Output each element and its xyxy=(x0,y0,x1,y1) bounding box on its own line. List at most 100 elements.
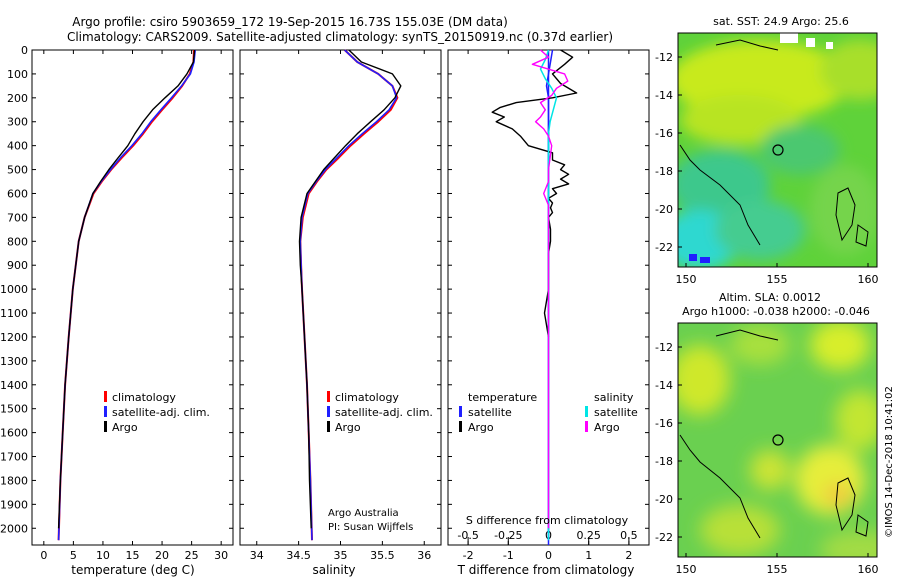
lat-tick-label: -16 xyxy=(655,417,673,430)
title-line-2: Climatology: CARS2009. Satellite-adjuste… xyxy=(67,30,613,44)
x-tick-label: 25 xyxy=(185,549,199,562)
difference-series xyxy=(491,49,578,545)
depth-tick-label: 1000 xyxy=(0,283,28,296)
sst-title: sat. SST: 24.9 Argo: 25.6 xyxy=(713,15,849,28)
legend-swatch-climatology xyxy=(327,391,330,402)
depth-tick-label: 1900 xyxy=(0,498,28,511)
salinity-series xyxy=(298,49,402,541)
temperature-panel: 0 5 10 15 20 25 30 climatology satellite-adj. … xyxy=(31,49,234,577)
x-tick-label: 35.5 xyxy=(370,549,395,562)
legend-swatch-satellite xyxy=(104,406,107,417)
legend-s-argo: Argo xyxy=(594,421,620,434)
salinity-x-ticks: 34 34.5 35 35.5 36 xyxy=(250,50,431,562)
legend-swatch-satellite xyxy=(327,406,330,417)
lat-tick-label: -12 xyxy=(655,341,673,354)
depth-tick-label: 300 xyxy=(7,116,28,129)
x-tick-label: 0 xyxy=(40,549,47,562)
salinity-diff-label: S difference from climatology xyxy=(466,514,629,527)
sst-field xyxy=(678,33,877,267)
legend-climatology: climatology xyxy=(112,391,176,404)
credit-line-1: Argo Australia xyxy=(328,508,399,519)
x-tick-label: -1 xyxy=(503,549,514,562)
depth-tick-label: 400 xyxy=(7,140,28,153)
temperature-frame xyxy=(31,49,234,546)
legend-satellite-adj: satellite-adj. clim. xyxy=(335,406,433,419)
x-tick-label: 2 xyxy=(625,549,632,562)
sla-float-marker xyxy=(772,434,784,446)
depth-tick-label: 900 xyxy=(7,259,28,272)
depth-tick-label: 2000 xyxy=(0,522,28,535)
lat-tick-label: -14 xyxy=(655,379,673,392)
difference-xlabel: T difference from climatology xyxy=(457,563,635,577)
x-tick-label: 15 xyxy=(126,549,140,562)
legend-t-satellite: satellite xyxy=(468,406,512,419)
salinity-frame xyxy=(239,49,442,546)
legend-swatch-t-argo xyxy=(459,421,462,432)
lat-tick-label: -22 xyxy=(655,531,673,544)
lat-tick-label: -20 xyxy=(655,203,673,216)
legend-argo: Argo xyxy=(335,421,361,434)
lat-tick-label: -14 xyxy=(655,89,673,102)
x-tick-label: 0 xyxy=(545,549,552,562)
x-tick-label: 34.5 xyxy=(286,549,311,562)
depth-tick-label: 1500 xyxy=(0,403,28,416)
legend-swatch-s-satellite xyxy=(585,406,588,417)
lon-tick-label: 155 xyxy=(767,273,788,286)
difference-legend: temperature satellite Argo salinity sate… xyxy=(459,391,638,434)
sst-float-marker xyxy=(772,144,784,156)
lat-tick-label: -12 xyxy=(655,51,673,64)
salinity-xlabel: salinity xyxy=(312,563,355,577)
depth-tick-label: 700 xyxy=(7,211,28,224)
depth-tick-label: 200 xyxy=(7,92,28,105)
s-tick-label: 0.5 xyxy=(620,529,638,542)
lat-tick-label: -22 xyxy=(655,241,673,254)
x-tick-label: 34 xyxy=(250,549,264,562)
sla-title-2: Argo h1000: -0.038 h2000: -0.046 xyxy=(682,305,870,318)
x-tick-label: 1 xyxy=(585,549,592,562)
credit-line-2: PI: Susan Wijffels xyxy=(328,522,413,533)
lon-tick-label: 150 xyxy=(676,563,697,576)
x-tick-label: 36 xyxy=(417,549,431,562)
legend-swatch-t-satellite xyxy=(459,406,462,417)
salinity-legend: climatology satellite-adj. clim. Argo xyxy=(327,391,433,434)
sla-lat-ticks: -12 -14 -16 -18 -20 -22 xyxy=(655,341,682,544)
depth-tick-label: 1700 xyxy=(0,451,28,464)
legend-temperature-title: temperature xyxy=(468,391,537,404)
depth-axis: 0 100 200 300 400 500 600 700 800 900 1000 1100 1200… xyxy=(0,44,28,535)
depth-tick-label: 1200 xyxy=(0,331,28,344)
depth-tick-label: 1400 xyxy=(0,379,28,392)
x-tick-label: 10 xyxy=(96,549,110,562)
legend-swatch-climatology xyxy=(104,391,107,402)
depth-tick-label: 0 xyxy=(21,44,28,57)
sst-lat-ticks: -12 -14 -16 -18 -20 -22 xyxy=(655,51,682,254)
legend-salinity-title: salinity xyxy=(594,391,634,404)
lat-tick-label: -20 xyxy=(655,493,673,506)
temperature-x-ticks: 0 5 10 15 20 25 30 xyxy=(40,50,228,562)
x-tick-label: 30 xyxy=(214,549,228,562)
lon-tick-label: 155 xyxy=(767,563,788,576)
title-line-1: Argo profile: csiro 5903659_172 19-Sep-2… xyxy=(72,15,508,29)
series-s-argo xyxy=(531,49,569,529)
sst-map: sat. SST: 24.9 Argo: 25.6 xyxy=(655,15,879,286)
salinity-panel: 34 34.5 35 35.5 36 climatology satellite-adj… xyxy=(239,49,442,577)
lon-tick-label: 160 xyxy=(858,273,879,286)
lat-tick-label: -18 xyxy=(655,455,673,468)
x-tick-label: 20 xyxy=(155,549,169,562)
sla-map: Altim. SLA: 0.0012 Argo h1000: -0.038 h2… xyxy=(655,291,878,576)
legend-swatch-s-argo xyxy=(585,421,588,432)
s-tick-label: -0.5 xyxy=(457,529,478,542)
temperature-legend: climatology satellite-adj. clim. Argo xyxy=(104,391,210,434)
legend-swatch-argo xyxy=(327,421,330,432)
depth-tick-label: 1300 xyxy=(0,355,28,368)
lat-tick-label: -16 xyxy=(655,127,673,140)
series-argo xyxy=(57,49,196,529)
legend-swatch-argo xyxy=(104,421,107,432)
depth-tick-label: 500 xyxy=(7,164,28,177)
depth-tick-label: 1100 xyxy=(0,307,28,320)
x-tick-label: 35 xyxy=(334,549,348,562)
depth-tick-label: 100 xyxy=(7,68,28,81)
sst-lon-ticks: 150 155 160 xyxy=(676,263,879,286)
depth-tick-label: 1800 xyxy=(0,474,28,487)
